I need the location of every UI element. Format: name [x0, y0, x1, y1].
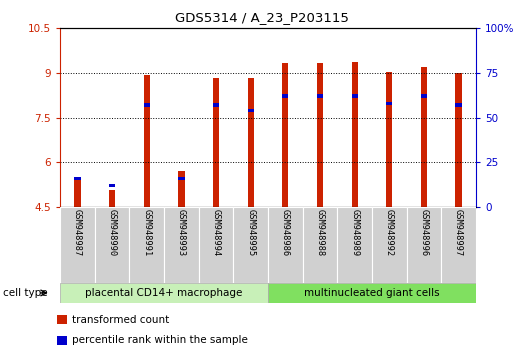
Bar	[282, 95, 289, 98]
Text: GSM948992: GSM948992	[385, 209, 394, 257]
Bar	[144, 75, 150, 207]
Text: transformed count: transformed count	[72, 315, 169, 325]
Text: GSM948987: GSM948987	[73, 209, 82, 257]
Text: GSM948994: GSM948994	[212, 209, 221, 257]
Text: cell type: cell type	[3, 288, 47, 298]
Text: percentile rank within the sample: percentile rank within the sample	[72, 335, 248, 345]
Bar	[441, 207, 476, 283]
Text: GDS5314 / A_23_P203115: GDS5314 / A_23_P203115	[175, 11, 348, 24]
Text: GSM948988: GSM948988	[315, 209, 324, 257]
Bar	[303, 207, 337, 283]
Bar	[199, 207, 233, 283]
Bar	[233, 207, 268, 283]
Bar	[57, 336, 67, 345]
Text: GSM948991: GSM948991	[142, 209, 151, 257]
Bar	[57, 315, 67, 324]
Bar	[213, 78, 219, 207]
Bar	[351, 62, 358, 207]
Bar	[164, 207, 199, 283]
Bar	[268, 207, 303, 283]
Text: GSM948989: GSM948989	[350, 209, 359, 257]
Text: GSM948996: GSM948996	[419, 209, 428, 257]
Text: GSM948986: GSM948986	[281, 209, 290, 257]
Bar	[60, 207, 95, 283]
Bar	[60, 283, 268, 303]
Bar	[95, 207, 129, 283]
Bar	[456, 103, 462, 107]
Bar	[268, 283, 476, 303]
Text: GSM948990: GSM948990	[108, 209, 117, 257]
Text: GSM948995: GSM948995	[246, 209, 255, 257]
Bar	[407, 207, 441, 283]
Text: GSM948993: GSM948993	[177, 209, 186, 257]
Bar	[144, 103, 150, 107]
Bar	[109, 190, 115, 207]
Bar	[317, 95, 323, 98]
Text: GSM948997: GSM948997	[454, 209, 463, 257]
Bar	[456, 73, 462, 207]
Text: placental CD14+ macrophage: placental CD14+ macrophage	[85, 288, 243, 298]
Bar	[282, 63, 289, 207]
Bar	[386, 72, 392, 207]
Bar	[386, 102, 392, 105]
Bar	[178, 177, 185, 180]
Bar	[337, 207, 372, 283]
Bar	[247, 109, 254, 112]
Bar	[129, 207, 164, 283]
Bar	[213, 103, 219, 107]
Bar	[247, 78, 254, 207]
Bar	[74, 177, 81, 180]
Bar	[421, 95, 427, 98]
Bar	[351, 95, 358, 98]
Bar	[421, 67, 427, 207]
Bar	[74, 177, 81, 207]
Bar	[109, 184, 115, 187]
Bar	[178, 171, 185, 207]
Bar	[372, 207, 407, 283]
Bar	[317, 63, 323, 207]
Text: multinucleated giant cells: multinucleated giant cells	[304, 288, 440, 298]
